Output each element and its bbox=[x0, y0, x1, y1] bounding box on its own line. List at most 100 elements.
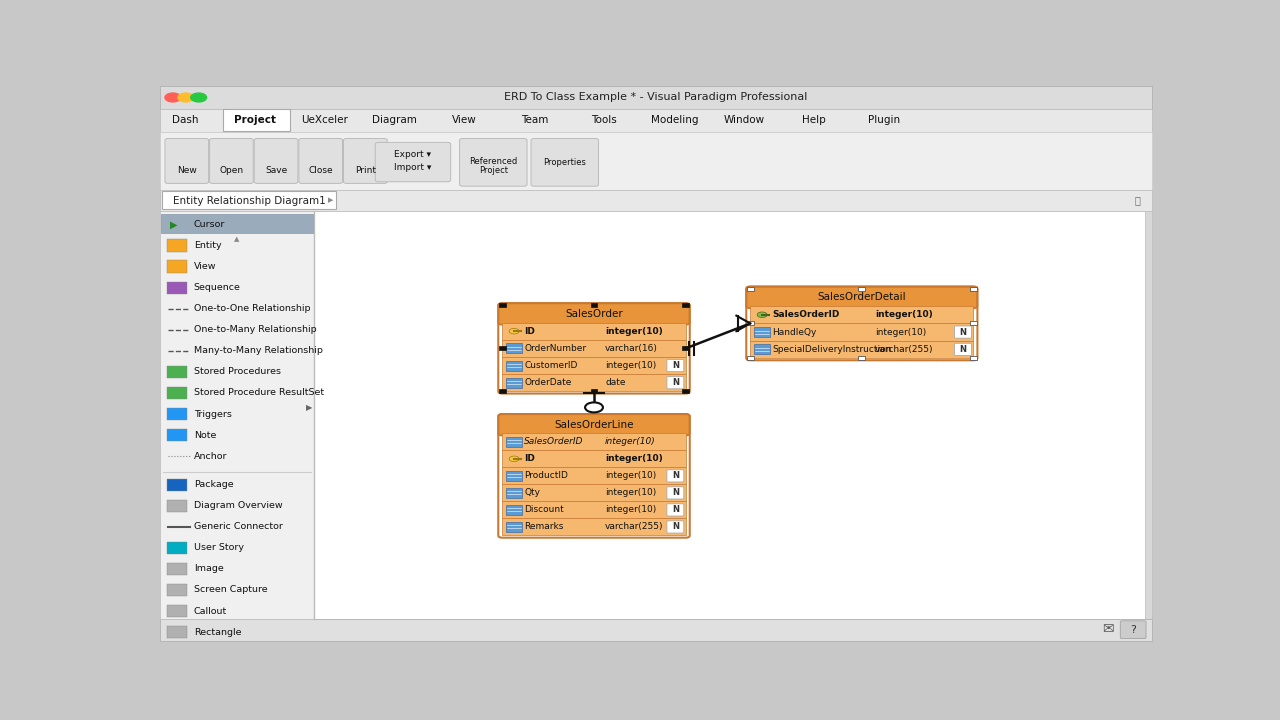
Text: Properties: Properties bbox=[543, 158, 586, 167]
Text: ID: ID bbox=[524, 327, 535, 336]
Text: N: N bbox=[960, 345, 966, 354]
Text: Triggers: Triggers bbox=[193, 410, 232, 418]
FancyBboxPatch shape bbox=[506, 378, 522, 388]
FancyBboxPatch shape bbox=[160, 109, 1152, 132]
Text: varchar(255): varchar(255) bbox=[876, 345, 933, 354]
Circle shape bbox=[585, 402, 603, 413]
FancyBboxPatch shape bbox=[590, 390, 598, 393]
FancyBboxPatch shape bbox=[499, 346, 506, 351]
FancyBboxPatch shape bbox=[166, 261, 187, 273]
FancyBboxPatch shape bbox=[970, 356, 977, 360]
Text: View: View bbox=[452, 115, 477, 125]
Text: ⬜: ⬜ bbox=[1134, 196, 1140, 206]
Text: SalesOrderLine: SalesOrderLine bbox=[554, 420, 634, 430]
FancyBboxPatch shape bbox=[166, 479, 187, 491]
Text: integer(10): integer(10) bbox=[605, 437, 655, 446]
Text: Print: Print bbox=[355, 166, 376, 175]
Text: New: New bbox=[177, 166, 197, 175]
Text: N: N bbox=[672, 505, 678, 514]
FancyBboxPatch shape bbox=[746, 287, 754, 291]
Text: Generic Connector: Generic Connector bbox=[193, 522, 283, 531]
FancyBboxPatch shape bbox=[166, 500, 187, 512]
FancyBboxPatch shape bbox=[506, 361, 522, 371]
Text: User Story: User Story bbox=[193, 544, 243, 552]
Text: OrderDate: OrderDate bbox=[524, 378, 571, 387]
Text: integer(10): integer(10) bbox=[605, 454, 663, 464]
FancyBboxPatch shape bbox=[375, 143, 451, 181]
FancyBboxPatch shape bbox=[166, 240, 187, 251]
Text: varchar(16): varchar(16) bbox=[605, 344, 658, 353]
Text: N: N bbox=[672, 378, 678, 387]
FancyBboxPatch shape bbox=[502, 450, 686, 467]
FancyBboxPatch shape bbox=[161, 215, 312, 233]
Text: Diagram: Diagram bbox=[372, 115, 417, 125]
Text: One-to-One Relationship: One-to-One Relationship bbox=[193, 305, 310, 313]
Text: Save: Save bbox=[265, 166, 287, 175]
Text: SalesOrderDetail: SalesOrderDetail bbox=[818, 292, 906, 302]
FancyBboxPatch shape bbox=[506, 488, 522, 498]
Text: Dash: Dash bbox=[172, 115, 198, 125]
Circle shape bbox=[191, 93, 206, 102]
FancyBboxPatch shape bbox=[970, 287, 977, 291]
Text: integer(10): integer(10) bbox=[605, 361, 657, 370]
FancyBboxPatch shape bbox=[682, 346, 689, 351]
FancyBboxPatch shape bbox=[502, 374, 686, 392]
Text: integer(10): integer(10) bbox=[876, 328, 927, 336]
Text: Image: Image bbox=[193, 564, 224, 573]
Circle shape bbox=[509, 328, 520, 334]
Text: N: N bbox=[672, 361, 678, 370]
FancyBboxPatch shape bbox=[682, 303, 689, 307]
FancyBboxPatch shape bbox=[498, 414, 690, 436]
FancyBboxPatch shape bbox=[667, 504, 684, 516]
FancyBboxPatch shape bbox=[160, 618, 1152, 641]
FancyBboxPatch shape bbox=[746, 287, 978, 308]
FancyBboxPatch shape bbox=[667, 377, 684, 389]
Text: date: date bbox=[605, 378, 626, 387]
Text: Entity Relationship Diagram1: Entity Relationship Diagram1 bbox=[173, 196, 325, 206]
Circle shape bbox=[758, 312, 767, 318]
FancyBboxPatch shape bbox=[255, 138, 298, 184]
FancyBboxPatch shape bbox=[590, 303, 598, 307]
FancyBboxPatch shape bbox=[210, 138, 253, 184]
FancyBboxPatch shape bbox=[166, 366, 187, 378]
FancyBboxPatch shape bbox=[223, 109, 291, 131]
Text: N: N bbox=[672, 523, 678, 531]
FancyBboxPatch shape bbox=[682, 390, 689, 393]
FancyBboxPatch shape bbox=[166, 563, 187, 575]
FancyBboxPatch shape bbox=[502, 518, 686, 536]
Text: UeXceler: UeXceler bbox=[301, 115, 348, 125]
Text: Close: Close bbox=[308, 166, 333, 175]
Text: integer(10): integer(10) bbox=[605, 327, 663, 336]
FancyBboxPatch shape bbox=[667, 469, 684, 482]
Text: SalesOrderID: SalesOrderID bbox=[772, 310, 840, 319]
Text: SalesOrderID: SalesOrderID bbox=[524, 437, 584, 446]
FancyBboxPatch shape bbox=[955, 326, 972, 338]
FancyBboxPatch shape bbox=[166, 541, 187, 554]
Text: Referenced: Referenced bbox=[470, 157, 517, 166]
Text: Stored Procedures: Stored Procedures bbox=[193, 367, 280, 377]
FancyBboxPatch shape bbox=[160, 190, 1152, 211]
Text: ▶: ▶ bbox=[306, 403, 312, 413]
Text: Window: Window bbox=[723, 115, 765, 125]
Text: N: N bbox=[672, 488, 678, 498]
FancyBboxPatch shape bbox=[746, 356, 754, 360]
FancyBboxPatch shape bbox=[166, 626, 187, 638]
FancyBboxPatch shape bbox=[750, 323, 973, 341]
FancyBboxPatch shape bbox=[166, 429, 187, 441]
FancyBboxPatch shape bbox=[859, 356, 865, 360]
FancyBboxPatch shape bbox=[502, 485, 686, 501]
FancyBboxPatch shape bbox=[166, 387, 187, 399]
FancyBboxPatch shape bbox=[160, 86, 1152, 109]
Text: Diagram Overview: Diagram Overview bbox=[193, 501, 283, 510]
Text: SpecialDeliveryInstruction: SpecialDeliveryInstruction bbox=[772, 345, 891, 354]
Text: Tools: Tools bbox=[591, 115, 617, 125]
FancyBboxPatch shape bbox=[166, 605, 187, 617]
FancyBboxPatch shape bbox=[1146, 211, 1152, 618]
FancyBboxPatch shape bbox=[343, 138, 387, 184]
Text: integer(10): integer(10) bbox=[605, 488, 657, 498]
FancyBboxPatch shape bbox=[859, 287, 865, 291]
FancyBboxPatch shape bbox=[499, 390, 506, 393]
FancyBboxPatch shape bbox=[531, 138, 599, 186]
Text: Remarks: Remarks bbox=[524, 523, 563, 531]
Text: ▲: ▲ bbox=[234, 236, 239, 243]
